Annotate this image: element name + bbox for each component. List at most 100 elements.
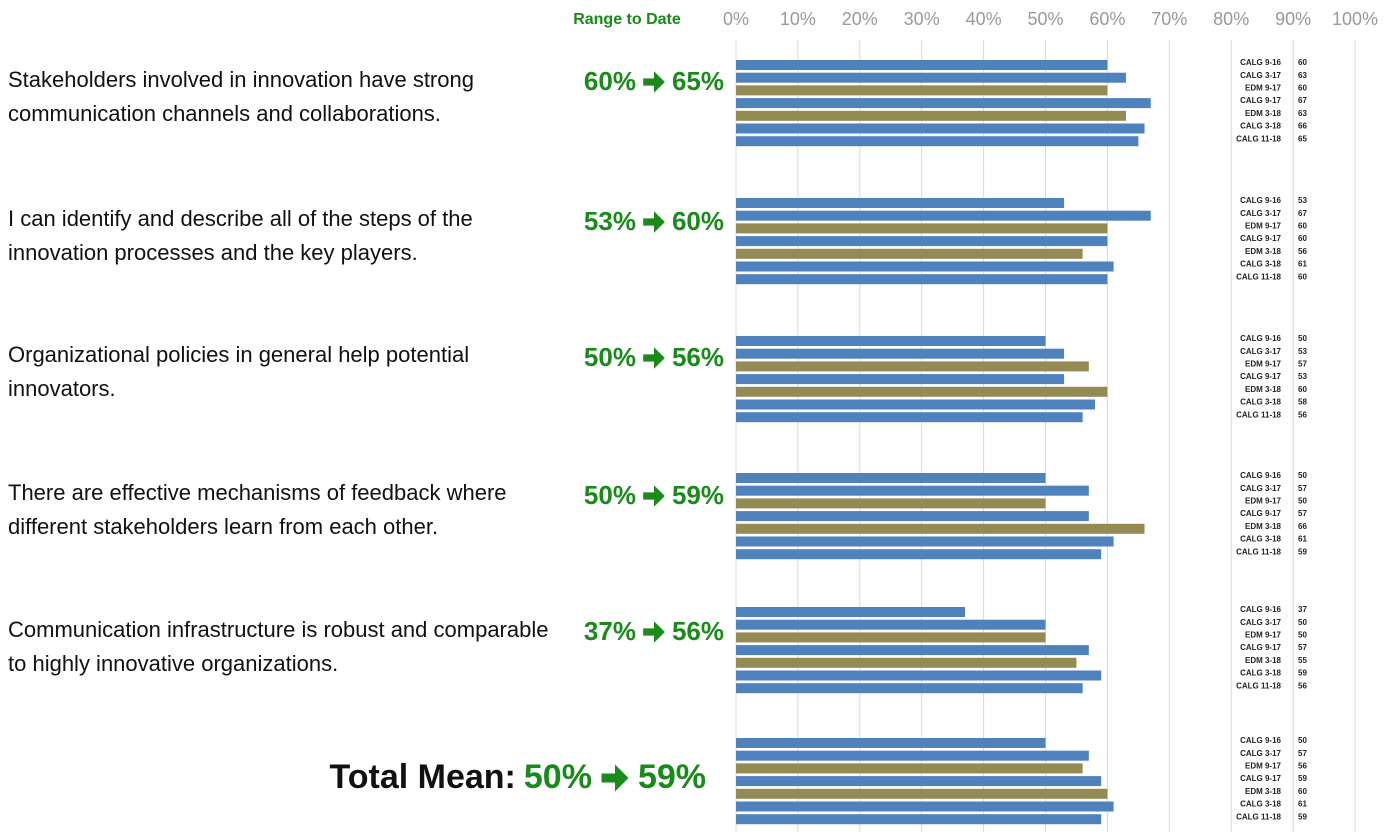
series-label: CALG 3-18 [1240,260,1281,269]
bar [736,814,1102,825]
range-label: 37% 56% [584,616,724,647]
series-label: CALG 11-18 [1236,134,1281,143]
range-from: 50% [583,480,636,510]
bar [736,801,1114,812]
value-label: 67 [1298,209,1307,218]
series-label: CALG 11-18 [1236,812,1281,821]
range-header: Range to Date [573,11,681,28]
bar [736,110,1126,121]
statement: Organizational policies in general help … [8,342,470,401]
bar [736,210,1151,221]
value-label: 50 [1298,497,1307,506]
bar [736,136,1139,147]
bar [736,619,1046,630]
series-label: CALG 11-18 [1236,681,1281,690]
bar [736,123,1145,134]
series-label: EDM 9-17 [1245,360,1282,369]
value-label: 50 [1298,736,1307,745]
x-tick-label: 10% [780,9,816,29]
bar [736,536,1114,547]
range-from: 60% [583,66,636,96]
bar [736,776,1102,787]
value-label: 67 [1298,96,1307,105]
series-label: CALG 3-18 [1240,535,1281,544]
bar [736,85,1108,96]
total-mean: Total Mean: 50% 59% [330,758,707,797]
series-label: CALG 9-16 [1240,605,1281,614]
bar [736,645,1089,656]
value-label: 60 [1298,84,1307,93]
x-tick-label: 40% [966,9,1002,29]
value-label: 61 [1298,535,1307,544]
value-label: 37 [1298,605,1307,614]
value-label: 59 [1298,669,1307,678]
value-label: 50 [1298,471,1307,480]
series-label: CALG 3-18 [1240,122,1281,131]
series-label: CALG 3-18 [1240,398,1281,407]
x-tick-label: 20% [842,9,878,29]
bar [736,750,1089,761]
series-label: CALG 9-16 [1240,334,1281,343]
bar [736,632,1046,643]
value-label: 66 [1298,522,1307,531]
value-label: 55 [1298,656,1307,665]
series-label: CALG 3-18 [1240,800,1281,809]
statement: Communication infrastructure is robust a… [8,617,549,676]
value-label: 57 [1298,484,1307,493]
series-label: EDM 3-18 [1245,109,1282,118]
range-from: 53% [583,206,636,236]
bar [736,72,1126,83]
value-label: 59 [1298,812,1307,821]
x-tick-label: 0% [723,9,749,29]
series-label: EDM 3-18 [1245,522,1282,531]
value-label: 56 [1298,247,1307,256]
x-tick-label: 100% [1332,9,1378,29]
value-label: 59 [1298,547,1307,556]
series-label: CALG 9-17 [1240,372,1281,381]
arrow-shape [643,484,665,507]
series-label: EDM 9-17 [1245,84,1282,93]
x-tick-label: 90% [1275,9,1311,29]
value-label: 50 [1298,631,1307,640]
series-label: EDM 9-17 [1245,631,1282,640]
series-label: EDM 3-18 [1245,787,1282,796]
x-tick-label: 30% [904,9,940,29]
arrow-icon [643,210,665,233]
statement: Stakeholders involved in innovation have… [8,67,474,126]
bar [736,336,1046,346]
series-label: CALG 9-17 [1240,509,1281,518]
value-label: 61 [1298,800,1307,809]
bar [736,399,1096,410]
value-label: 53 [1298,347,1307,356]
value-label: 60 [1298,272,1307,281]
series-label: CALG 9-17 [1240,234,1281,243]
series-label: EDM 3-18 [1245,385,1282,394]
bar [736,473,1046,483]
series-label: CALG 11-18 [1236,272,1281,281]
series-label: CALG 9-17 [1240,96,1281,105]
total-label: Total Mean: [329,758,516,796]
value-label: 57 [1298,749,1307,758]
bar [736,511,1089,522]
series-label: CALG 9-16 [1240,736,1281,745]
range-to: 56% [671,342,724,372]
series-label: CALG 3-17 [1240,618,1281,627]
bar [736,657,1077,668]
arrow-shape [643,210,665,233]
series-label: CALG 3-17 [1240,484,1281,493]
bar [736,670,1102,681]
range-to: 60% [671,206,724,236]
value-label: 50 [1298,618,1307,627]
bar [736,223,1108,234]
arrow-shape [601,764,629,791]
value-label: 66 [1298,122,1307,131]
value-label: 59 [1298,774,1307,783]
series-label: CALG 3-18 [1240,669,1281,678]
range-label: 60% 65% [584,66,724,97]
range-from: 50% [583,342,636,372]
bar [736,261,1114,272]
bar [736,412,1083,423]
bar [736,683,1083,694]
series-label: CALG 3-17 [1240,749,1281,758]
